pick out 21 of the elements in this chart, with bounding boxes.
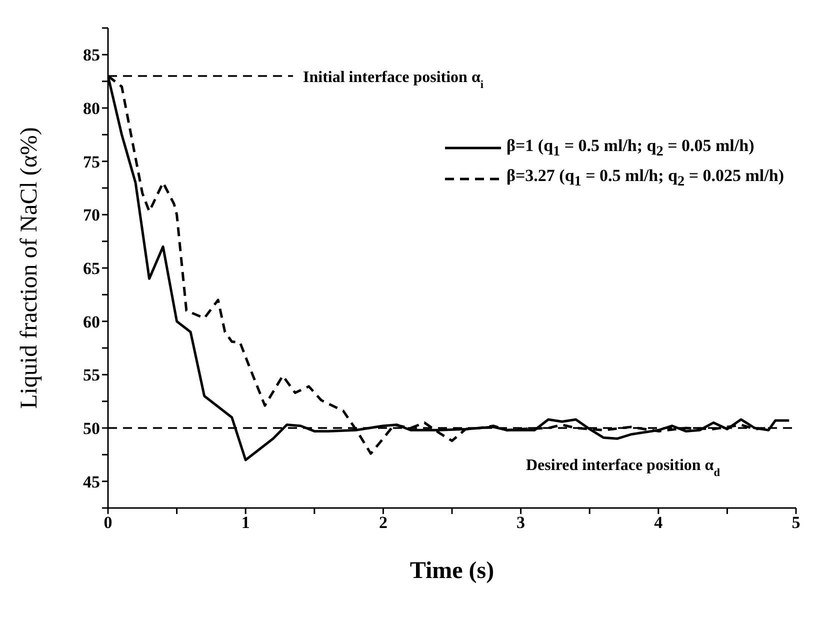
x-tick-label: 1 [241, 513, 250, 532]
legend-label: β=3.27 (q$_{1}$ = 0.5 ml/h; q$_{2}$ = 0.025 ml/h) [506, 166, 784, 191]
y-tick-label: 65 [83, 259, 100, 278]
y-tick-label: 45 [83, 472, 100, 492]
y-tick-label: 80 [83, 99, 100, 118]
y-tick-label: 70 [83, 206, 100, 225]
y-tick-label: 60 [83, 312, 100, 332]
ref-line-label: Desired interface position α$_{d}$ [526, 457, 721, 479]
y-tick-label: 50 [83, 419, 100, 438]
x-tick-label: 2 [378, 513, 388, 532]
y-tick-label: 75 [83, 152, 100, 172]
y-tick-label: 85 [83, 46, 100, 65]
y-axis-title: Liquid fraction of NaCl (α%) [16, 127, 43, 409]
x-tick-label: 4 [654, 513, 664, 532]
x-axis-title: Time (s) [410, 558, 494, 584]
y-tick-label: 55 [83, 366, 100, 385]
legend-label: β=1 (q$_{1}$ = 0.5 ml/h; q$_{2}$ = 0.05 ml/h) [506, 136, 754, 160]
x-tick-label: 0 [104, 513, 112, 532]
x-tick-label: 3 [516, 513, 526, 532]
ref-line-label: Initial interface position α$_{i}$ [303, 69, 484, 91]
x-tick-label: 5 [792, 513, 800, 532]
